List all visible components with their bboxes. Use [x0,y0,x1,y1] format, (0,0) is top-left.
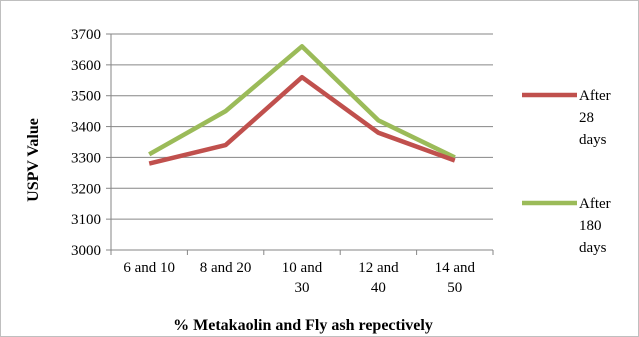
y-tick-label: 3200 [71,181,101,197]
y-tick-label: 3500 [71,89,101,105]
y-tick-label: 3300 [71,150,101,166]
x-tick-label: 8 and 20 [200,260,252,276]
tick-labels: 3000 3100 3200 3300 3400 3500 3600 3700 6 and 10… [71,27,475,296]
legend: After 28 days After 180 days [522,88,611,256]
x-tick-label: 6 and 10 [123,260,175,276]
legend-entry-label: After 28 days [579,88,611,148]
y-tick-label: 3700 [71,27,101,43]
axes [106,33,494,255]
y-axis-title: USPV Value [25,118,42,202]
y-tick-label: 3600 [71,58,101,74]
x-tick-label: 12 and 40 [358,260,399,296]
x-tick-label: 14 and 50 [435,260,476,296]
y-tick-label: 3000 [71,243,101,259]
x-tick-label: 10 and 30 [282,260,323,296]
x-axis-title: % Metakaolin and Fly ash repectively [173,317,433,334]
legend-entry-label: After 180 days [579,196,611,256]
series-lines [148,44,456,166]
y-tick-label: 3100 [71,212,101,228]
series-line [148,74,456,166]
y-tick-label: 3400 [71,120,101,136]
series-line [148,44,456,160]
